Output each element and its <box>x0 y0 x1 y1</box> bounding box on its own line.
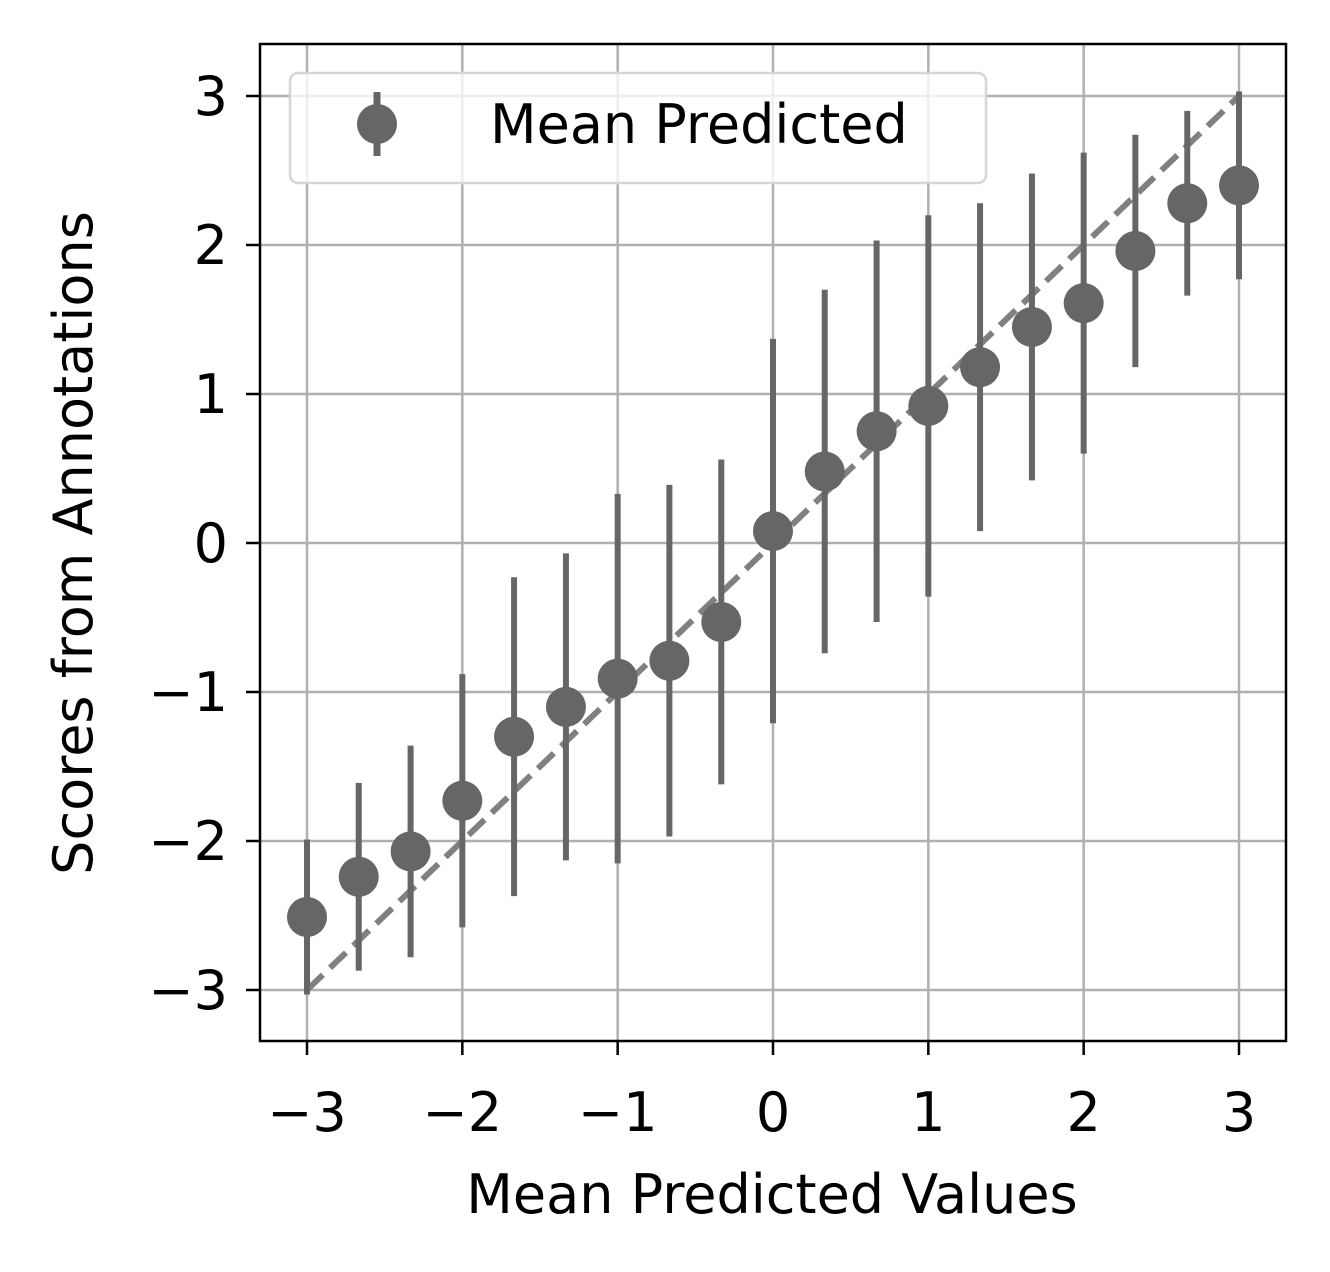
data-point <box>1167 183 1208 224</box>
legend-marker-point <box>357 104 397 144</box>
y-tick-label: 2 <box>194 214 228 277</box>
x-tick-label: 3 <box>1222 1081 1256 1144</box>
y-tick-label: 3 <box>194 65 228 128</box>
data-point <box>338 856 379 897</box>
data-point <box>545 686 586 727</box>
x-tick-label: 1 <box>911 1081 945 1144</box>
data-points <box>287 165 1259 937</box>
data-point <box>856 411 897 452</box>
data-point <box>701 601 742 642</box>
legend-label: Mean Predicted <box>490 93 908 156</box>
data-point <box>753 511 793 552</box>
x-tick-label: −1 <box>578 1081 658 1144</box>
data-point <box>1115 230 1156 271</box>
y-tick-label: 1 <box>194 363 228 426</box>
data-point <box>1011 306 1052 347</box>
x-tick-label: −3 <box>267 1081 347 1144</box>
y-axis-label: Scores from Annotations <box>42 211 105 875</box>
x-tick-label: 0 <box>756 1081 790 1144</box>
axis-ticks: −3 −2 −1 0 1 2 3 −3 −2 −1 0 1 2 3 <box>148 65 1256 1144</box>
x-axis-label: Mean Predicted Values <box>466 1163 1077 1226</box>
y-tick-label: −2 <box>148 810 228 873</box>
data-point <box>597 658 638 699</box>
data-point <box>390 831 431 872</box>
legend-box <box>288 71 988 185</box>
x-tick-label: −2 <box>423 1081 503 1144</box>
data-point <box>287 896 327 937</box>
data-point <box>908 385 949 426</box>
legend: Mean Predicted <box>288 71 988 185</box>
y-tick-label: 0 <box>194 512 228 575</box>
data-point <box>1219 165 1259 206</box>
y-tick-label: −3 <box>148 959 228 1022</box>
x-tick-label: 2 <box>1066 1081 1100 1144</box>
data-point <box>960 347 1001 388</box>
y-tick-label: −1 <box>148 661 228 724</box>
data-point <box>649 640 690 681</box>
data-point <box>442 780 483 821</box>
data-point <box>1063 283 1104 324</box>
data-point <box>494 716 535 757</box>
data-point <box>804 451 845 492</box>
